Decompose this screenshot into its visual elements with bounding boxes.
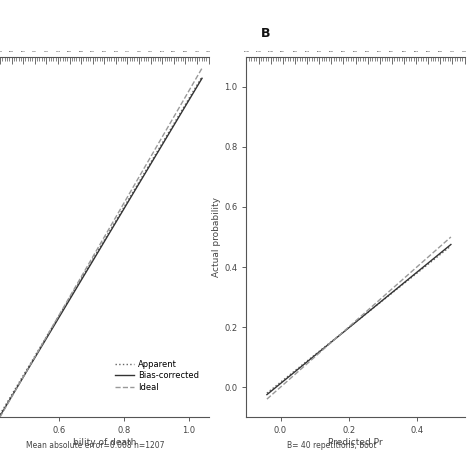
- Text: Mean absolute error=0.008 n=1207: Mean absolute error=0.008 n=1207: [26, 441, 164, 450]
- Text: B= 40 repetitions, boot: B= 40 repetitions, boot: [287, 441, 376, 450]
- X-axis label: bility of death: bility of death: [73, 438, 136, 447]
- Text: B: B: [261, 27, 270, 40]
- Y-axis label: Actual probability: Actual probability: [212, 197, 221, 277]
- X-axis label: Predicted Pr: Predicted Pr: [328, 438, 383, 447]
- Legend: Apparent, Bias-corrected, Ideal: Apparent, Bias-corrected, Ideal: [112, 356, 202, 395]
